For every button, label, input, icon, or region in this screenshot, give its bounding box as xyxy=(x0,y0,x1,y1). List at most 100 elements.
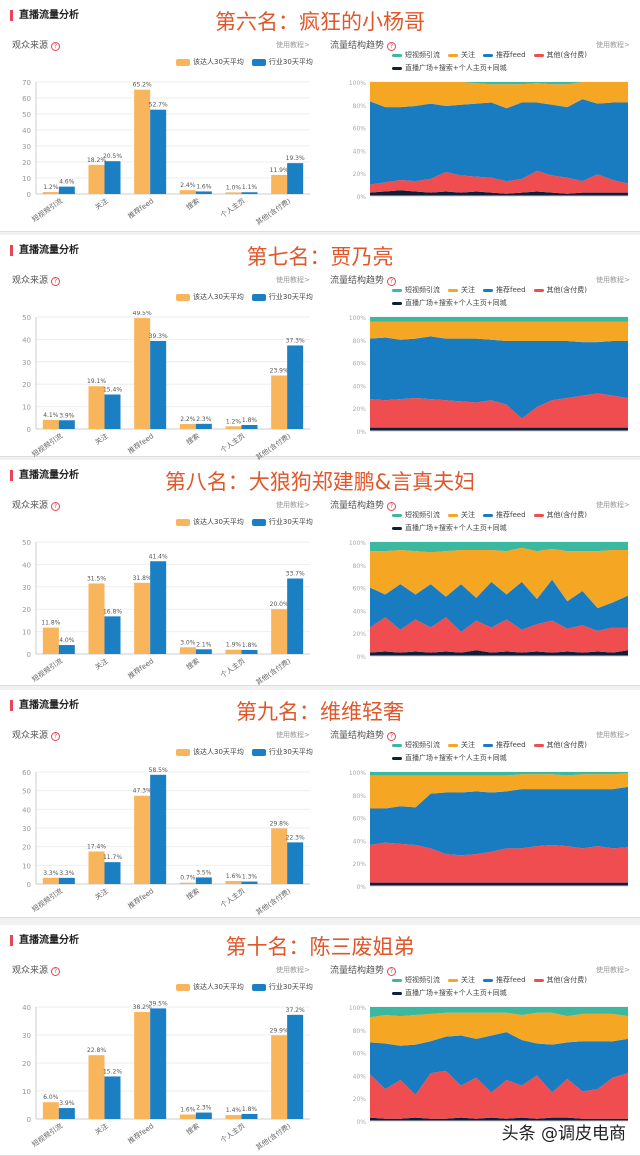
tutorial-link[interactable]: 使用教程> xyxy=(276,731,310,739)
bar[interactable] xyxy=(58,186,75,194)
bar[interactable] xyxy=(195,649,212,654)
bar[interactable] xyxy=(150,561,167,654)
legend-item[interactable]: 直播广场+搜索+个人主页+同城 xyxy=(392,753,507,763)
bar[interactable] xyxy=(271,375,288,429)
bar[interactable] xyxy=(104,161,121,194)
area-series-red[interactable] xyxy=(370,1070,628,1119)
help-icon[interactable]: ? xyxy=(51,967,61,976)
area-series-red[interactable] xyxy=(370,393,628,428)
legend-item[interactable]: 直播广场+搜索+个人主页+同城 xyxy=(392,523,507,533)
bar[interactable] xyxy=(271,1035,288,1119)
legend-item[interactable]: 推荐feed xyxy=(483,510,526,520)
bar[interactable] xyxy=(104,394,121,429)
bar[interactable] xyxy=(241,192,258,194)
bar[interactable] xyxy=(42,1102,59,1119)
bar[interactable] xyxy=(58,1108,75,1119)
bar[interactable] xyxy=(134,795,151,884)
bar[interactable] xyxy=(88,386,105,429)
legend-item[interactable]: 其他(含付费) xyxy=(533,285,587,295)
area-series-dark[interactable] xyxy=(370,882,628,886)
legend-item[interactable]: 推荐feed xyxy=(483,740,526,750)
tutorial-link[interactable]: 使用教程> xyxy=(276,276,310,284)
bar[interactable] xyxy=(88,1055,105,1119)
bar[interactable] xyxy=(241,1113,258,1119)
tutorial-link[interactable]: 使用教程> xyxy=(276,41,310,49)
bar[interactable] xyxy=(150,340,167,429)
bar[interactable] xyxy=(287,163,304,194)
help-icon[interactable]: ? xyxy=(51,42,61,51)
bar[interactable] xyxy=(58,420,75,429)
area-series-teal[interactable] xyxy=(370,82,628,85)
help-icon[interactable]: ? xyxy=(51,732,61,741)
area-series-blue[interactable] xyxy=(370,786,628,856)
legend-item[interactable]: 关注 xyxy=(448,50,475,60)
bar[interactable] xyxy=(225,192,242,194)
area-series-dark[interactable] xyxy=(370,427,628,431)
area-series-red[interactable] xyxy=(370,842,628,883)
bar[interactable] xyxy=(58,645,75,654)
bar[interactable] xyxy=(287,842,304,884)
legend-item[interactable]: 短视频引流 xyxy=(392,50,440,60)
legend-item[interactable]: 短视频引流 xyxy=(392,975,440,985)
bar[interactable] xyxy=(134,318,151,429)
help-icon[interactable]: ? xyxy=(387,42,397,51)
bar[interactable] xyxy=(42,627,59,654)
bar[interactable] xyxy=(179,882,196,884)
area-series-dark[interactable] xyxy=(370,1117,628,1121)
area-series-teal[interactable] xyxy=(370,1007,628,1018)
tutorial-link[interactable]: 使用教程> xyxy=(276,966,310,974)
legend-item[interactable]: 行业30天平均 xyxy=(251,292,313,302)
legend-item[interactable]: 推荐feed xyxy=(483,975,526,985)
bar[interactable] xyxy=(134,1012,151,1119)
tutorial-link[interactable]: 使用教程> xyxy=(596,731,630,739)
legend-item[interactable]: 其他(含付费) xyxy=(533,50,587,60)
area-series-red[interactable] xyxy=(370,617,628,653)
bar[interactable] xyxy=(150,109,167,194)
bar[interactable] xyxy=(241,881,258,884)
area-series-dark[interactable] xyxy=(370,650,628,656)
bar[interactable] xyxy=(225,881,242,884)
legend-item[interactable]: 关注 xyxy=(448,740,475,750)
bar[interactable] xyxy=(179,1114,196,1119)
legend-item[interactable]: 短视频引流 xyxy=(392,740,440,750)
bar[interactable] xyxy=(195,423,212,429)
legend-item[interactable]: 行业30天平均 xyxy=(251,57,313,67)
bar[interactable] xyxy=(42,192,59,194)
bar[interactable] xyxy=(58,877,75,884)
legend-item[interactable]: 该达人30天平均 xyxy=(176,292,244,302)
legend-item[interactable]: 行业30天平均 xyxy=(251,982,313,992)
bar[interactable] xyxy=(134,89,151,194)
tutorial-link[interactable]: 使用教程> xyxy=(596,501,630,509)
bar[interactable] xyxy=(271,828,288,884)
bar[interactable] xyxy=(287,345,304,429)
bar[interactable] xyxy=(179,190,196,194)
bar[interactable] xyxy=(179,424,196,429)
legend-item[interactable]: 关注 xyxy=(448,285,475,295)
bar[interactable] xyxy=(225,649,242,654)
bar[interactable] xyxy=(225,1115,242,1119)
legend-item[interactable]: 行业30天平均 xyxy=(251,517,313,527)
bar[interactable] xyxy=(287,1014,304,1119)
area-series-yellow[interactable] xyxy=(370,321,628,343)
area-series-blue[interactable] xyxy=(370,336,628,419)
legend-item[interactable]: 短视频引流 xyxy=(392,510,440,520)
area-series-yellow[interactable] xyxy=(370,1012,628,1046)
help-icon[interactable]: ? xyxy=(387,732,397,741)
bar[interactable] xyxy=(225,426,242,429)
tutorial-link[interactable]: 使用教程> xyxy=(276,501,310,509)
area-series-teal[interactable] xyxy=(370,542,628,553)
legend-item[interactable]: 其他(含付费) xyxy=(533,740,587,750)
area-series-yellow[interactable] xyxy=(370,547,628,609)
bar[interactable] xyxy=(134,582,151,654)
legend-item[interactable]: 直播广场+搜索+个人主页+同城 xyxy=(392,988,507,998)
tutorial-link[interactable]: 使用教程> xyxy=(596,966,630,974)
legend-item[interactable]: 关注 xyxy=(448,975,475,985)
legend-item[interactable]: 该达人30天平均 xyxy=(176,747,244,757)
bar[interactable] xyxy=(88,851,105,884)
legend-item[interactable]: 推荐feed xyxy=(483,50,526,60)
legend-item[interactable]: 短视频引流 xyxy=(392,285,440,295)
bar[interactable] xyxy=(195,877,212,884)
tutorial-link[interactable]: 使用教程> xyxy=(596,276,630,284)
help-icon[interactable]: ? xyxy=(51,502,61,511)
bar[interactable] xyxy=(150,1008,167,1119)
